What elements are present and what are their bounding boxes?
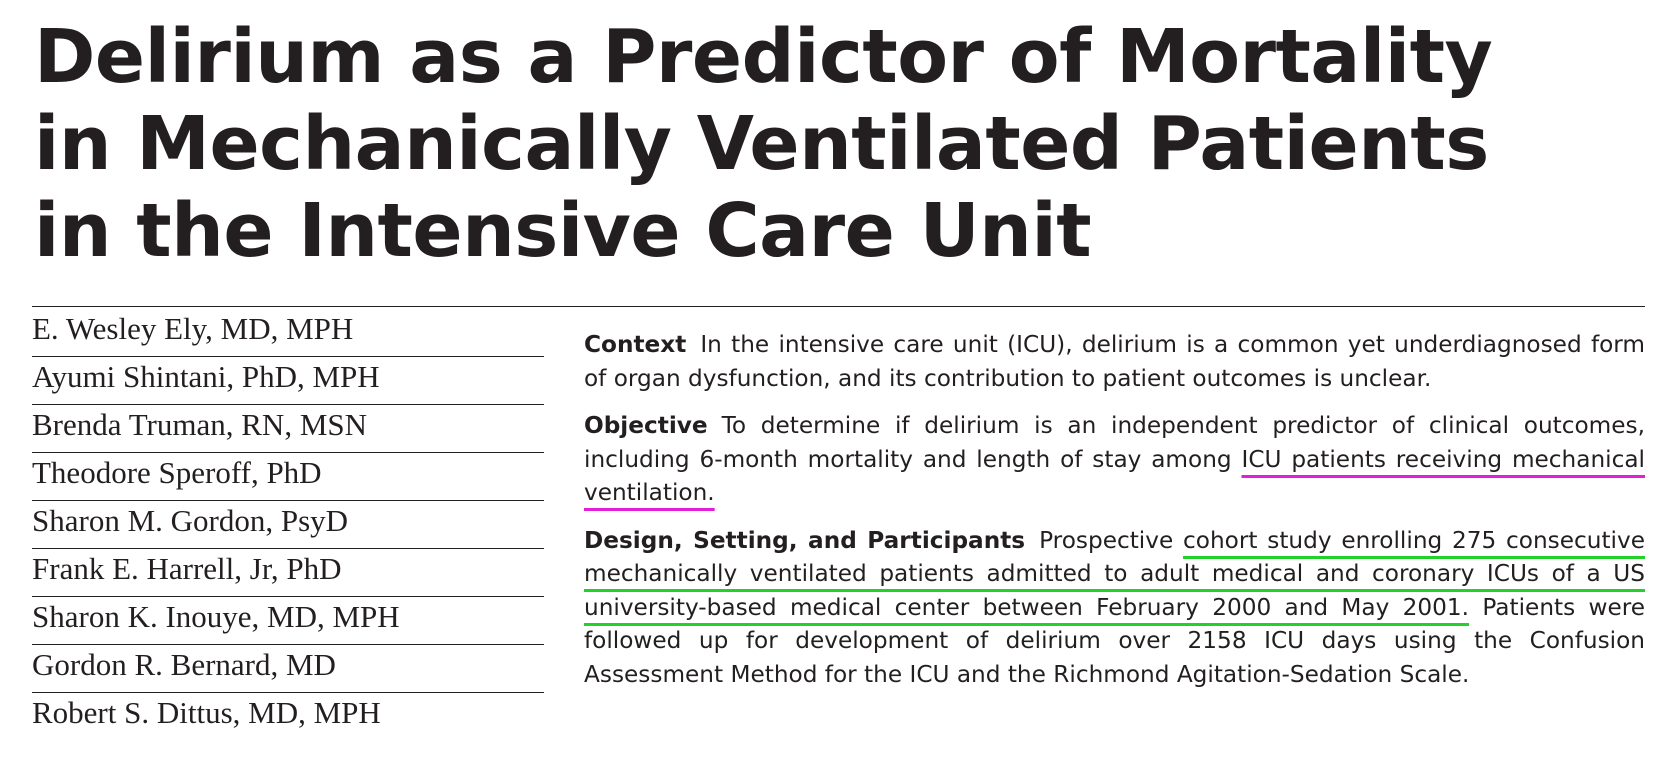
author-item: Sharon M. Gordon, PsyD (32, 501, 544, 549)
context-text: In the intensive care unit (ICU), deliri… (584, 331, 1645, 392)
design-highlight: cohort study enrolling 275 consecutive m… (584, 526, 1645, 621)
author-item: Theodore Speroff, PhD (32, 453, 544, 501)
objective-text: To determine if delirium is an independe… (584, 412, 1645, 473)
author-item: Frank E. Harrell, Jr, PhD (32, 549, 544, 597)
abstract-objective: Objective To determine if delirium is an … (584, 409, 1645, 510)
article-title: Delirium as a Predictor of Mortality in … (34, 14, 1493, 275)
objective-highlight: ICU patients receiving mechanical ventil… (584, 445, 1646, 507)
design-text-end: Patients were followed up for developmen… (584, 593, 1646, 688)
design-text-start: Prospective (1039, 526, 1184, 554)
header-divider (32, 306, 1645, 307)
title-line-2: in Mechanically Ventilated Patients (34, 101, 1489, 187)
abstract: Context In the intensive care unit (ICU),… (584, 328, 1645, 705)
title-line-3: in the Intensive Care Unit (34, 188, 1092, 274)
abstract-design: Design, Setting, and Participants Prospec… (584, 524, 1645, 692)
design-label: Design, Setting, and Participants (584, 526, 1026, 554)
author-item: Robert S. Dittus, MD, MPH (32, 695, 381, 730)
author-item: Gordon R. Bernard, MD (32, 645, 544, 693)
title-line-1: Delirium as a Predictor of Mortality (34, 14, 1493, 100)
author-item: Ayumi Shintani, PhD, MPH (32, 357, 544, 405)
author-item: Sharon K. Inouye, MD, MPH (32, 597, 544, 645)
context-label: Context (584, 331, 687, 358)
author-item: E. Wesley Ely, MD, MPH (32, 309, 544, 357)
author-item: Brenda Truman, RN, MSN (32, 405, 544, 453)
abstract-context: Context In the intensive care unit (ICU),… (584, 328, 1645, 395)
author-list: E. Wesley Ely, MD, MPH Ayumi Shintani, P… (32, 309, 544, 741)
objective-label: Objective (584, 412, 708, 439)
